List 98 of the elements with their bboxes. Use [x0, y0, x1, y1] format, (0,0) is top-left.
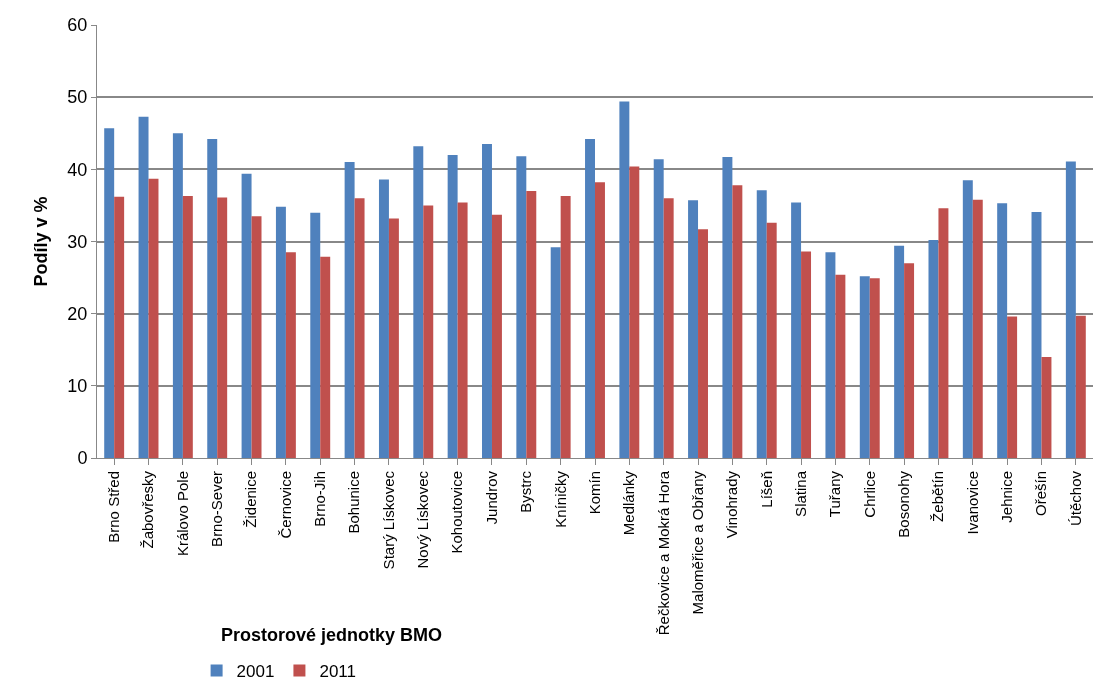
x-tick-label: Brno Střed: [105, 471, 123, 543]
bar: [1041, 356, 1052, 458]
bar: [801, 251, 812, 458]
x-tick-label: Řečkovice a Mokrá Hora: [654, 470, 672, 636]
bar: [423, 205, 434, 458]
x-tick-label: Tuřany: [826, 470, 844, 518]
bar: [928, 240, 939, 458]
x-tick-label: Kníničky: [551, 470, 569, 528]
y-tick-label: 10: [67, 376, 88, 397]
bar: [148, 178, 159, 458]
bar: [550, 247, 561, 458]
bar: [629, 166, 640, 458]
x-tick-label: Brno-Sever: [208, 471, 226, 547]
bar: [320, 256, 331, 458]
x-tick-label: Nový Lískovec: [414, 470, 432, 569]
x-tick-label: Bosonohy: [894, 470, 912, 538]
legend-label: 2011: [319, 662, 356, 682]
x-tick-label: Kohoutovice: [448, 471, 466, 554]
y-axis-title: Podíly v %: [30, 196, 51, 287]
bar: [388, 218, 399, 458]
bar: [835, 274, 846, 458]
bar: [972, 199, 983, 458]
bar: [310, 212, 321, 458]
bar: [413, 146, 424, 458]
bar: [904, 263, 915, 458]
y-tick-label: 40: [67, 159, 88, 180]
bar: [1031, 211, 1042, 458]
bar: [962, 180, 973, 458]
bar: [698, 229, 708, 458]
bar: [560, 196, 571, 458]
bar: [275, 206, 286, 458]
bar: [791, 202, 802, 458]
legend-label: 2001: [236, 662, 275, 682]
x-tick-label: Maloměřice a Obřany: [688, 470, 706, 615]
bar: [217, 197, 228, 458]
bar: [997, 203, 1008, 458]
x-tick-label: Ivanovice: [963, 471, 981, 535]
bar: [1007, 316, 1018, 458]
bar: [482, 144, 492, 458]
bar: [894, 245, 905, 458]
y-tick-label: 30: [67, 231, 88, 252]
bar: [938, 208, 949, 458]
y-tick-label: 50: [67, 87, 88, 108]
bar: [516, 156, 527, 458]
y-tick-label: 0: [77, 448, 88, 469]
x-tick-label: Vinohrady: [723, 470, 741, 539]
bar: [766, 222, 777, 458]
bar: [722, 157, 733, 458]
y-tick-label: 20: [67, 303, 88, 324]
bar: [869, 278, 880, 458]
bar: [663, 198, 674, 458]
x-tick-label: Jundrov: [482, 470, 500, 525]
bar: [653, 159, 664, 458]
bar: [491, 214, 502, 458]
x-tick-label: Chrlice: [860, 471, 878, 518]
bar: [172, 133, 183, 458]
bar: [825, 252, 836, 458]
x-tick-label: Bystrc: [517, 470, 535, 513]
bar: [182, 196, 193, 458]
y-tick-label: 60: [67, 15, 88, 36]
bar: [457, 202, 468, 458]
x-tick-label: Židenice: [242, 471, 260, 528]
x-axis-title: Prostorové jednotky BMO: [221, 625, 443, 645]
bar: [756, 190, 767, 458]
bar: [447, 154, 458, 458]
bar: [1075, 315, 1086, 458]
x-tick-label: Jehnice: [998, 471, 1016, 523]
bar: [1065, 161, 1076, 458]
x-tick-label: Líšeň: [757, 471, 775, 508]
bar: [526, 190, 537, 458]
bar: [344, 162, 355, 458]
bar: [859, 276, 870, 458]
x-tick-label: Černovice: [276, 471, 294, 539]
x-tick-label: Ořešín: [1032, 471, 1050, 517]
x-tick-label: Žebětín: [929, 471, 947, 522]
bar: [251, 216, 262, 458]
x-tick-label: Bohunice: [345, 471, 363, 534]
bar: [619, 101, 630, 458]
x-tick-label: Královo Pole: [173, 471, 191, 557]
bar: [285, 252, 296, 458]
bar: [104, 128, 115, 458]
bar: [241, 173, 252, 458]
x-tick-label: Komín: [585, 471, 603, 515]
bar: [354, 198, 365, 458]
x-tick-label: Slatina: [791, 470, 809, 517]
x-tick-label: Žabovřesky: [139, 470, 157, 549]
bar: [138, 116, 149, 458]
bar: [595, 182, 605, 458]
x-tick-label: Starý Lískovec: [379, 470, 397, 570]
x-tick-label: Medlánky: [620, 470, 638, 536]
bar: [207, 139, 218, 458]
bar: [585, 139, 595, 458]
bar: [114, 196, 125, 458]
bar: [378, 179, 389, 458]
x-tick-label: Útěchov: [1066, 470, 1084, 527]
bar: [732, 185, 743, 458]
x-tick-label: Brno-Jih: [311, 471, 329, 527]
bar: [688, 200, 699, 458]
